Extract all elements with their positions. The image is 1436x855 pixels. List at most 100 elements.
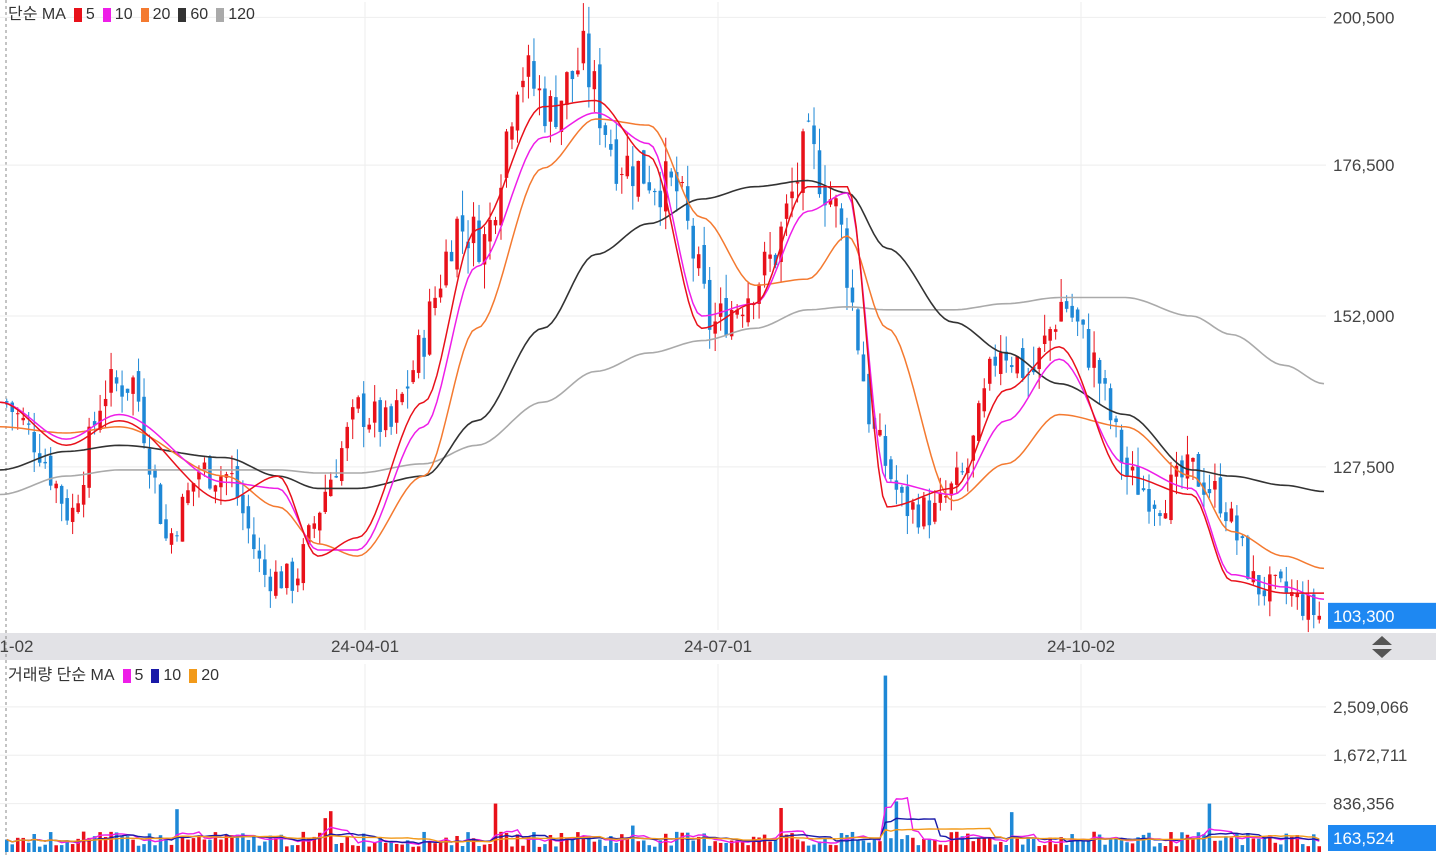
candle-body [43,461,47,464]
candle-body [482,234,487,265]
candle-body [718,303,723,317]
volume-bar [1152,846,1157,852]
price-ma-period-120: 120 [228,6,255,23]
volume-ma-swatch-20 [189,669,198,683]
candle-body [109,369,113,393]
candle-body [889,459,893,480]
candle-body [1020,348,1025,378]
candle-body [504,131,509,178]
candle-body [438,288,443,298]
price-ma-period-60: 60 [190,6,209,23]
volume-bar [1081,840,1085,852]
candle-body [70,507,75,522]
volume-bar [208,839,212,852]
candle-body [323,491,328,512]
candle-body [532,61,536,89]
candle-body [658,190,663,208]
volume-bar [537,846,542,852]
candle-body [389,406,393,427]
candle-body [669,171,673,178]
volume-bar [707,845,712,852]
volume-bar [1108,839,1113,852]
candle-body [158,484,163,524]
volume-bar [202,839,207,852]
volume-bar [548,835,553,852]
volume-bar [543,844,547,852]
candle-body [334,476,339,478]
candle-body [26,423,31,425]
candle-body [1240,536,1245,539]
volume-bar [828,844,833,852]
last-price-label: 103,300 [1333,607,1394,626]
candle-body [449,251,454,262]
volume-bar [279,834,284,852]
candle-body [59,485,64,504]
candle-body [1251,571,1256,583]
candle-body [1152,504,1157,509]
scale-up-icon[interactable] [1372,636,1392,645]
volume-bar [856,839,860,852]
volume-bar [1075,839,1080,852]
candle-body [65,498,69,521]
last-volume-label: 163,524 [1333,829,1394,848]
volume-bar [307,837,311,852]
volume-bar [674,831,679,852]
candle-body [1075,309,1080,322]
candle-body [834,198,838,207]
candle-body [488,220,492,242]
volume-bar [993,844,998,852]
volume-bars [4,675,1322,852]
volume-bar [998,841,1003,852]
candle-body [466,241,470,249]
volume-bar [1218,840,1223,852]
candle-body [378,400,382,432]
candle-body [1103,378,1107,384]
volume-bar [1136,837,1140,852]
volume-bar [790,833,794,852]
volume-bar [603,845,608,852]
price-y-tick: 152,000 [1333,307,1394,326]
volume-bar [416,846,421,852]
volume-bar [801,841,805,852]
ma-line-20 [0,118,1325,570]
volume-bar [1229,837,1234,852]
volume-bar [334,844,339,852]
volume-bar [367,846,371,852]
candle-body [609,144,613,150]
candle-body [691,225,695,259]
volume-bar [477,846,481,852]
volume-bar [795,839,800,852]
volume-bar [120,836,124,852]
volume-ma-swatch-10 [151,669,160,683]
volume-bar [933,839,937,852]
candle-body [933,502,937,522]
volume-bar [647,845,652,852]
volume-bar [576,832,580,852]
volume-bar [1070,834,1074,852]
volume-bar [685,832,690,852]
volume-bar [1284,833,1289,852]
volume-bar [872,838,877,852]
ma-line-60 [0,179,1325,493]
volume-ma-legend: 거래량 단순 MA 5 10 20 [8,667,219,685]
candle-body [911,502,915,510]
volume-bar [823,838,827,852]
volume-bar [1053,844,1058,852]
candle-body [400,393,404,403]
volume-bar [1246,833,1250,852]
candle-body [263,559,267,575]
volume-bar [32,834,36,852]
candle-body [515,94,520,131]
volume-bar [1235,833,1239,852]
candle-body [1097,360,1102,384]
volume-bar [1158,843,1162,852]
candle-body [147,448,152,475]
price-y-tick: 200,500 [1333,8,1394,27]
volume-bar [438,842,443,852]
volume-bar [609,836,613,852]
volume-bar [526,836,531,852]
volume-bar [1224,836,1228,852]
scale-down-icon[interactable] [1372,649,1392,658]
